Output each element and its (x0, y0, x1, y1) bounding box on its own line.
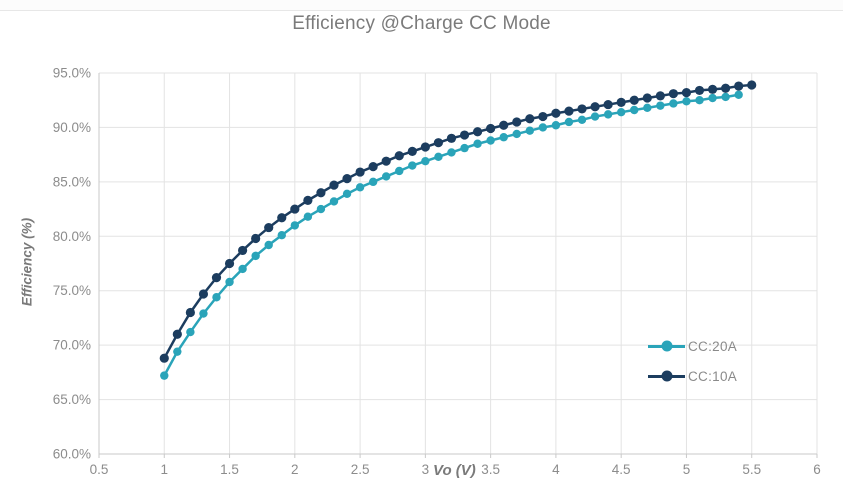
svg-text:2: 2 (291, 462, 299, 477)
svg-text:5.5: 5.5 (742, 462, 761, 477)
svg-text:90.0%: 90.0% (53, 120, 91, 135)
svg-text:60.0%: 60.0% (53, 447, 91, 462)
svg-text:95.0%: 95.0% (53, 66, 91, 81)
svg-text:1.5: 1.5 (220, 462, 239, 477)
svg-text:65.0%: 65.0% (53, 392, 91, 407)
svg-text:85.0%: 85.0% (53, 174, 91, 189)
x-axis-label: Vo (V) (433, 462, 476, 479)
y-axis-label: Efficiency (%) (19, 217, 35, 307)
svg-text:80.0%: 80.0% (53, 229, 91, 244)
axes (98, 73, 818, 458)
svg-text:4.5: 4.5 (612, 462, 631, 477)
legend-item-cc20a: CC:20A (648, 331, 737, 361)
svg-text:5: 5 (683, 462, 691, 477)
svg-text:3.5: 3.5 (481, 462, 500, 477)
svg-text:4: 4 (552, 462, 560, 477)
svg-text:0.5: 0.5 (90, 462, 109, 477)
series-cc10a (159, 80, 757, 363)
svg-text:2.5: 2.5 (351, 462, 370, 477)
y-tick-labels: 60.0% 65.0% 70.0% 75.0% 80.0% 85.0% 90.0% 95.0% (53, 66, 91, 462)
svg-text:6: 6 (813, 462, 821, 477)
top-divider (0, 10, 843, 11)
svg-text:70.0%: 70.0% (53, 338, 91, 353)
chart-title: Efficiency @Charge CC Mode (292, 13, 551, 34)
legend-label-cc10a: CC:10A (688, 368, 738, 384)
legend-label-cc20a: CC:20A (688, 338, 738, 354)
gridlines (99, 72, 818, 454)
series-cc20a (160, 90, 743, 380)
svg-text:1: 1 (161, 462, 169, 477)
legend: CC:20A CC:10A (648, 331, 737, 391)
svg-text:3: 3 (422, 462, 430, 477)
svg-text:75.0%: 75.0% (53, 283, 91, 298)
cc10a-line-marker-icon (648, 370, 685, 382)
legend-item-cc10a: CC:10A (648, 361, 737, 391)
x-tick-labels: 0.5 1 1.5 2 2.5 3 3.5 4 4.5 5 5.5 6 (90, 462, 821, 477)
cc20a-line-marker-icon (648, 340, 685, 352)
top-strip (0, 0, 843, 10)
